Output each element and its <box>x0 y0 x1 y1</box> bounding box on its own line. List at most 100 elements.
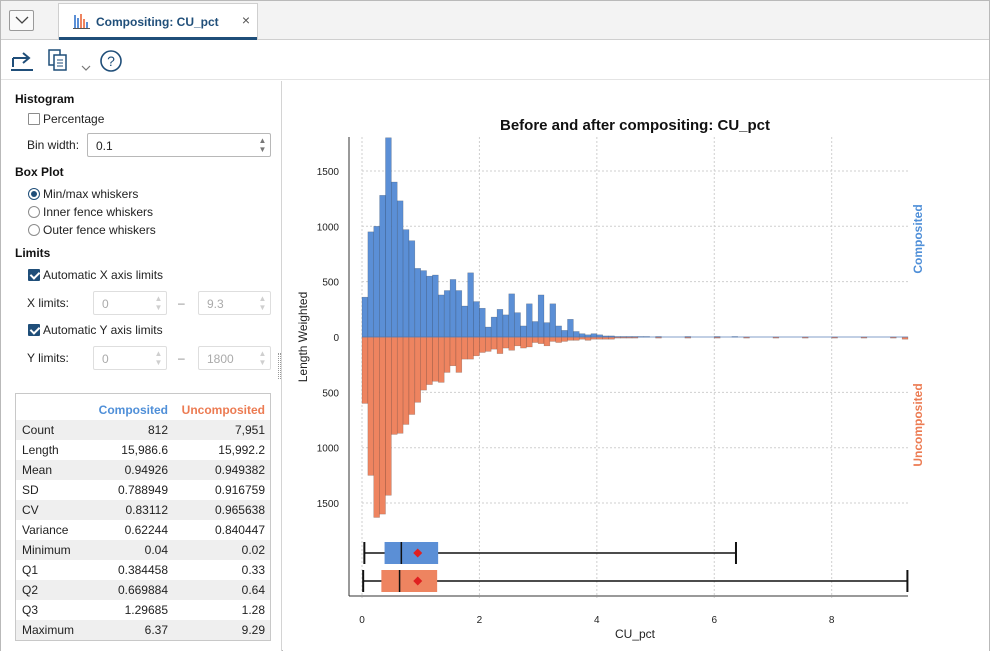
histogram-bar <box>496 309 504 338</box>
histogram-bar <box>361 336 369 404</box>
table-row: Minimum 0.04 0.02 <box>16 540 270 560</box>
x-axis-label: CU_pct <box>615 627 656 641</box>
histogram-bar <box>573 336 580 341</box>
help-icon[interactable]: ? <box>99 48 123 74</box>
composited-value-cell: 0.04 <box>144 543 168 557</box>
chevron-down-icon <box>15 16 29 24</box>
histogram-bar <box>479 307 486 338</box>
composited-value-cell: 0.669884 <box>117 583 168 597</box>
compositing-chart: 0 500 1000 1500 500 1000 1500 0 2 4 6 8 Before and … <box>296 117 925 641</box>
composited-value-cell: 0.788949 <box>117 483 168 497</box>
y-min-value: 0 <box>102 352 109 366</box>
chevron-down-icon[interactable] <box>81 56 91 82</box>
spin-down-icon[interactable]: ▼ <box>258 145 267 154</box>
histogram-bar <box>514 336 521 347</box>
uncomposited-value-cell: 1.28 <box>241 603 265 617</box>
histogram-bar <box>561 336 568 342</box>
histogram-bar <box>555 325 562 338</box>
panel-splitter-handle[interactable] <box>278 353 281 379</box>
histogram-bar <box>438 336 445 383</box>
table-row: Variance 0.62244 0.840447 <box>16 520 270 540</box>
radio-outer-fence-whiskers[interactable] <box>28 224 40 236</box>
uncomposited-value-cell: 15,992.2 <box>218 443 265 457</box>
limits-section-title: Limits <box>15 246 51 260</box>
copy-icon[interactable] <box>47 47 71 73</box>
histogram-bar <box>549 303 556 338</box>
spin-up-icon[interactable]: ▲ <box>258 136 267 145</box>
histogram-bar <box>461 305 468 338</box>
series-label-composited: Composited <box>911 204 925 273</box>
radio-minmax-whiskers[interactable] <box>28 188 40 200</box>
histogram-bar <box>578 333 586 338</box>
percentage-label: Percentage <box>43 112 105 126</box>
options-panel: Histogram Percentage Bin width: 0.1 ▲ ▼ B… <box>1 81 282 651</box>
histogram-bar <box>367 336 374 476</box>
histogram-bar <box>537 336 545 344</box>
y-min-input[interactable]: 0 ▲ ▼ <box>93 346 167 370</box>
boxplot-section-title: Box Plot <box>15 165 64 179</box>
x-limits-label: X limits: <box>27 296 69 310</box>
histogram-bar <box>467 336 474 360</box>
x-tick-label: 4 <box>594 615 600 626</box>
statistics-table: Composited Uncomposited Count 812 7,951 Len… <box>15 393 271 641</box>
radio-inner-fence-whiskers[interactable] <box>28 206 40 218</box>
composited-value-cell: 1.29685 <box>124 603 168 617</box>
histogram-bar <box>420 270 427 338</box>
table-row: SD 0.788949 0.916759 <box>16 480 270 500</box>
histogram-bar <box>396 336 404 434</box>
uncomposited-value-cell: 9.29 <box>241 623 265 637</box>
auto-x-limits-label: Automatic X axis limits <box>43 268 164 282</box>
table-row: Mean 0.94926 0.949382 <box>16 460 270 480</box>
histogram-bar <box>573 331 580 338</box>
stat-name-cell: Q2 <box>22 583 39 597</box>
help-glyph: ? <box>107 53 115 69</box>
histogram-bar <box>549 336 556 342</box>
composited-value-cell: 0.62244 <box>124 523 168 537</box>
bin-width-input[interactable]: 0.1 ▲ ▼ <box>87 133 271 157</box>
histogram-bar <box>520 325 527 338</box>
y-tick-label: 500 <box>322 388 339 399</box>
stat-name-cell: Q3 <box>22 603 39 617</box>
auto-x-limits-checkbox[interactable] <box>28 269 40 281</box>
tab-compositing[interactable]: Compositing: CU_pct × <box>58 3 258 40</box>
uncomposited-value-cell: 0.965638 <box>214 503 265 517</box>
histogram-bar <box>473 336 480 357</box>
bin-width-label: Bin width: <box>27 138 80 152</box>
histogram-bar <box>543 336 551 347</box>
x-min-input[interactable]: 0 ▲ ▼ <box>93 291 167 315</box>
series-label-uncomposited: Uncomposited <box>911 383 925 466</box>
toolbar: ? <box>1 40 989 80</box>
x-max-input[interactable]: 9.3 ▲ ▼ <box>198 291 271 315</box>
histogram-bar <box>590 333 598 338</box>
auto-y-limits-checkbox[interactable] <box>28 324 40 336</box>
tab-menu-button[interactable] <box>9 10 34 31</box>
histogram-bar <box>584 336 592 341</box>
histogram-bar <box>385 137 392 338</box>
histogram-bar <box>520 336 527 349</box>
histogram-bar <box>414 268 421 338</box>
uncomposited-value-cell: 7,951 <box>234 423 265 437</box>
export-icon[interactable] <box>11 47 35 73</box>
uncomposited-value-cell: 0.02 <box>241 543 265 557</box>
histogram-bar <box>373 226 380 338</box>
x-tick-label: 8 <box>829 615 835 626</box>
histogram-bar <box>567 336 574 341</box>
histogram-bar <box>532 336 539 343</box>
percentage-checkbox[interactable] <box>28 113 40 125</box>
histogram-section-title: Histogram <box>15 92 75 106</box>
close-icon[interactable]: × <box>241 12 251 28</box>
histogram-bar <box>396 200 404 338</box>
y-max-input[interactable]: 1800 ▲ ▼ <box>198 346 271 370</box>
y-tick-label: 1000 <box>317 444 340 455</box>
stat-name-cell: Count <box>22 423 55 437</box>
y-tick-label: 1500 <box>317 499 340 510</box>
boxplot-box <box>384 542 439 564</box>
y-max-value: 1800 <box>207 352 234 366</box>
table-row: CV 0.83112 0.965638 <box>16 500 270 520</box>
uncomposited-value-cell: 0.64 <box>241 583 265 597</box>
auto-y-limits-label: Automatic Y axis limits <box>43 323 163 337</box>
y-tick-label: 0 <box>333 333 339 344</box>
stat-name-cell: SD <box>22 483 39 497</box>
histogram-bar <box>455 336 463 373</box>
histogram-bar <box>555 336 562 343</box>
